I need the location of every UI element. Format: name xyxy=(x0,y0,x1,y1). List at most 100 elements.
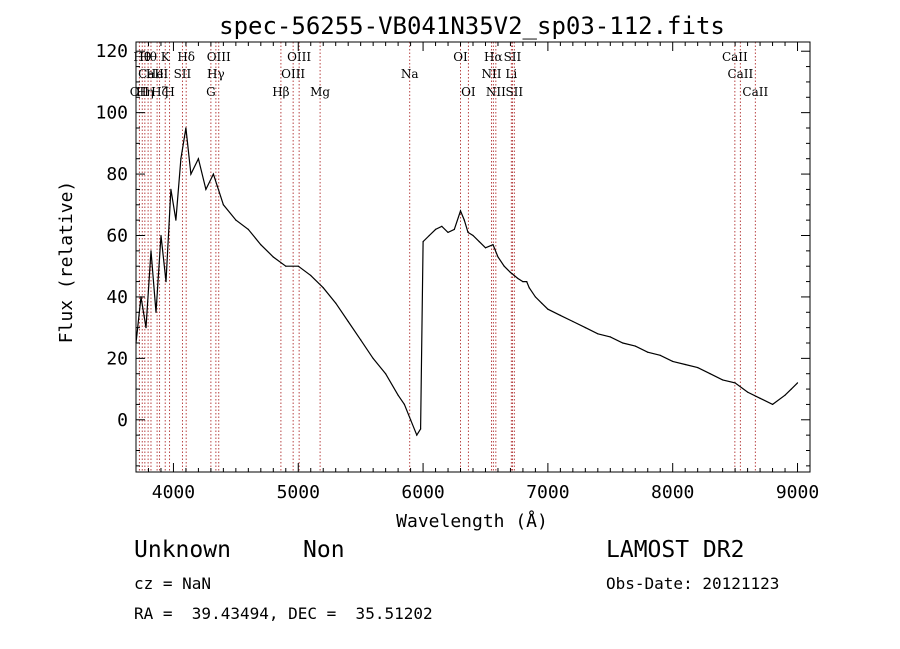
y-axis: 0 20 40 60 80 100 120 xyxy=(95,41,810,467)
spectrum-point xyxy=(547,308,549,310)
spectral-line-label: SII xyxy=(504,50,522,64)
spectrum-chart: spec-56255-VB041N35V2_sp03-112.fits 4000… xyxy=(56,12,819,532)
spectral-line-label: OI xyxy=(453,50,468,64)
spectrum-point xyxy=(170,188,172,190)
spectral-line-label: Hη xyxy=(136,85,154,99)
spectrum-point xyxy=(672,360,674,362)
spectrum-point xyxy=(297,265,299,267)
spectrum-point xyxy=(796,382,799,384)
spectrum-point xyxy=(517,277,519,280)
spectral-line-label: SII xyxy=(174,67,192,81)
spectrum-point xyxy=(403,403,405,405)
spectral-line-label: CaII xyxy=(742,85,768,99)
spectrum-point xyxy=(235,219,237,221)
spectral-line-label: HeI xyxy=(146,67,169,81)
spectral-line-label: Li xyxy=(505,67,517,81)
spectral-line-label: OIII xyxy=(207,50,231,64)
observation-date: Obs-Date: 20121123 xyxy=(606,574,780,593)
y-tick-label: 100 xyxy=(95,103,128,124)
spectrum-point xyxy=(684,363,686,366)
spectrum-point xyxy=(722,379,724,381)
spectrum-point xyxy=(659,354,661,356)
spectrum-point xyxy=(360,339,362,341)
spectrum-point xyxy=(492,244,494,246)
spectrum-point xyxy=(285,265,287,267)
spectral-line-label: H xyxy=(164,85,174,99)
spectrum-point xyxy=(441,225,443,227)
spectrum-point xyxy=(709,373,711,375)
y-tick-label: 80 xyxy=(106,164,128,185)
spectrum-point xyxy=(272,256,274,258)
spectrum-point xyxy=(484,247,487,249)
survey-name: LAMOST DR2 xyxy=(606,537,745,563)
spectrum-point xyxy=(478,241,480,243)
spectrum-point xyxy=(372,357,374,359)
spectral-line-labels: OIIHθHηHθCaIIHeIHζKHSIIHδGHγOIIIHβOIIIOI… xyxy=(130,50,769,99)
spectral-line-label: Mg xyxy=(310,85,330,99)
spectrum-point xyxy=(541,302,543,304)
y-tick-label: 60 xyxy=(106,226,128,247)
spectrum-point xyxy=(175,219,177,221)
x-tick-label: 5000 xyxy=(277,482,320,503)
spectrum-point xyxy=(428,234,430,237)
spectrum-point xyxy=(734,382,736,384)
spectral-line-label: Hβ xyxy=(272,85,289,99)
x-tick-label: 8000 xyxy=(651,482,694,503)
spectrum-point xyxy=(453,228,455,230)
spectral-line-label: Hγ xyxy=(207,67,225,81)
spectral-line-label: CaII xyxy=(727,67,753,81)
spectrum-point xyxy=(528,287,530,289)
spectrum-point xyxy=(212,173,214,175)
spectrum-point xyxy=(180,158,182,160)
x-axis-label: Wavelength (Å) xyxy=(396,510,548,532)
spectrum-point xyxy=(247,228,249,230)
plot-area xyxy=(135,42,799,472)
spectrum-point xyxy=(584,327,586,329)
x-tick-label: 7000 xyxy=(526,482,569,503)
spectrum-point xyxy=(205,188,207,190)
spectrum-point xyxy=(759,397,761,399)
spectrum-point xyxy=(435,228,437,230)
spectrum-point xyxy=(335,302,337,304)
spectrum-point xyxy=(459,210,462,212)
redshift-value: cz = NaN xyxy=(134,574,212,593)
spectrum-point xyxy=(597,333,599,335)
spectrum-point xyxy=(559,314,562,316)
x-tick-label: 4000 xyxy=(152,482,195,503)
spectrum-point xyxy=(784,394,786,396)
x-tick-label: 9000 xyxy=(776,482,819,503)
spectrum-point xyxy=(422,241,424,243)
spectral-line-label: CaII xyxy=(722,50,748,64)
spectrum-point xyxy=(609,336,611,338)
spectrum-point xyxy=(534,296,537,298)
spectrum-point xyxy=(622,342,624,344)
spectral-line-label: Hθ xyxy=(139,50,157,64)
spectrum-point xyxy=(185,127,187,129)
spectral-line-label: G xyxy=(206,85,216,99)
spectral-line-label: OIII xyxy=(287,50,311,64)
spectral-line-label: SII xyxy=(505,85,523,99)
spectrum-point xyxy=(747,391,749,393)
spectrum-point xyxy=(160,234,162,237)
plot-frame xyxy=(135,41,811,473)
spectrum-point xyxy=(222,204,224,206)
spectrum-point xyxy=(322,287,324,289)
y-tick-label: 0 xyxy=(117,410,128,431)
spectrum-point xyxy=(526,281,528,283)
spectrum-point xyxy=(190,173,192,175)
spectral-line-label: Na xyxy=(401,67,419,81)
coordinates: RA = 39.43494, DEC = 35.51202 xyxy=(134,604,433,623)
chart-title: spec-56255-VB041N35V2_sp03-112.fits xyxy=(219,12,725,40)
spectral-line-label: OI xyxy=(461,85,476,99)
y-tick-label: 20 xyxy=(106,348,128,369)
spectrum-point xyxy=(347,320,349,323)
object-subclass: Non xyxy=(303,537,345,563)
spectral-line-label: Hα xyxy=(484,50,503,64)
spectral-line-label: OII xyxy=(130,85,150,99)
y-tick-label: 120 xyxy=(95,41,128,62)
spectral-line-label: Hζ xyxy=(151,85,168,99)
spectrum-point xyxy=(410,419,412,421)
spectrum-point xyxy=(145,327,147,329)
spectrum-point xyxy=(772,403,774,405)
spectrum-point xyxy=(155,311,157,313)
